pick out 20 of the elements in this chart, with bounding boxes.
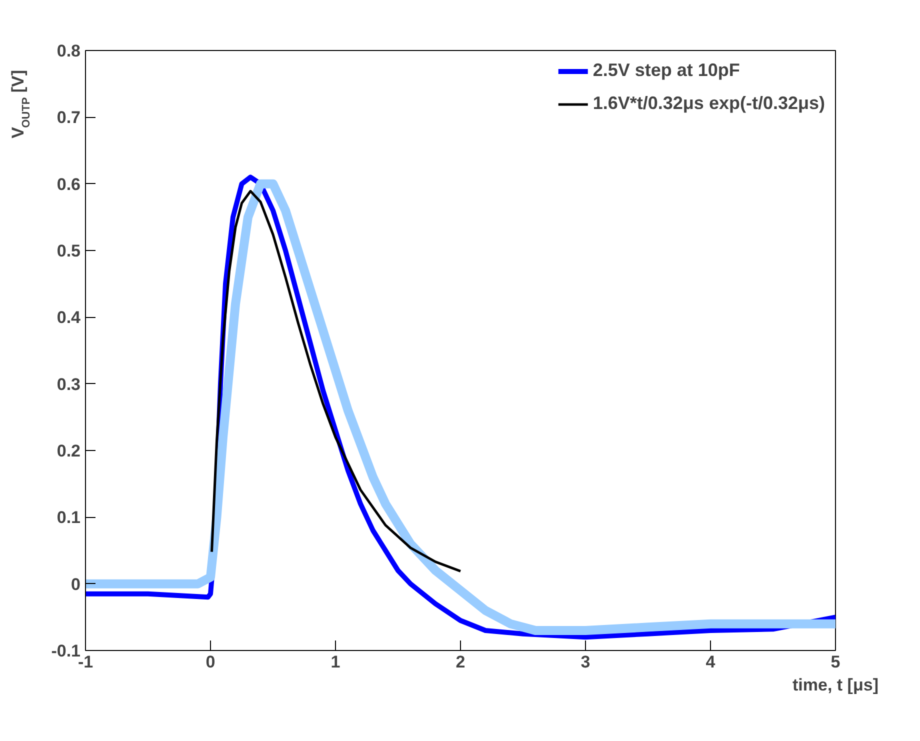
- y-tick-label: 0.2: [56, 442, 81, 460]
- x-tick-label: 5: [830, 652, 840, 672]
- y-tick-label: 0.5: [56, 242, 81, 260]
- legend-label: 2.5V step at 10pF: [592, 60, 740, 81]
- y-tick-label: 0.7: [56, 108, 81, 128]
- x-tick-label: 0: [206, 652, 216, 672]
- y-tick-label: 0.4: [56, 308, 82, 328]
- x-tick-label: 2: [456, 652, 466, 672]
- x-axis-title: time, t [μs]: [792, 676, 878, 694]
- legend-label: 1.6V*t/0.32μs exp(-t/0.32μs): [592, 93, 825, 114]
- y-tick-label: 0.8: [56, 42, 81, 60]
- x-tick-label: 1: [330, 652, 340, 672]
- x-tick-label: 3: [580, 652, 590, 672]
- y-axis-title: VOUTP [V]: [8, 70, 32, 138]
- y-tick-label: 0.6: [56, 174, 81, 194]
- y-tick-label: 0.1: [56, 508, 81, 528]
- y-tick-label: 0: [71, 574, 81, 594]
- x-tick-label: 4: [706, 652, 716, 672]
- y-tick-label: 0.3: [56, 374, 81, 394]
- y-tick-label: -0.1: [51, 642, 81, 660]
